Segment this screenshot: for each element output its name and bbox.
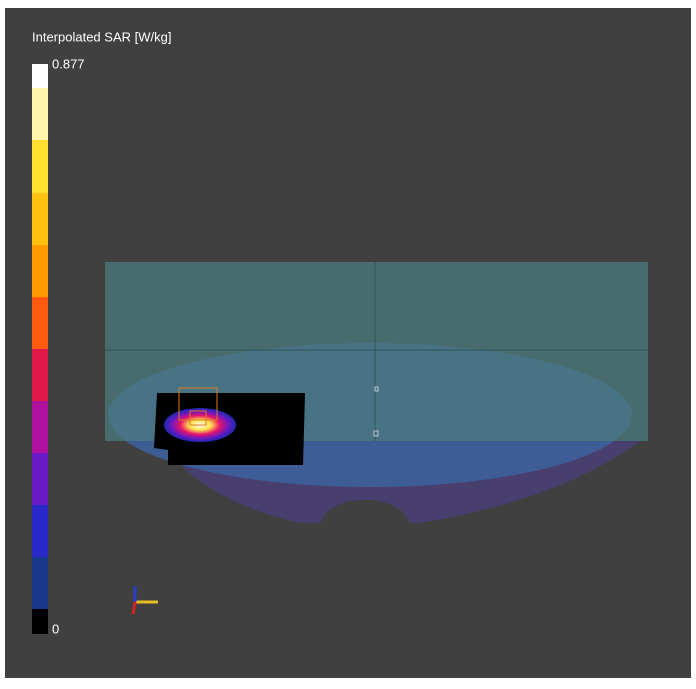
colorbar [32,64,48,634]
marker [374,386,379,392]
marker [373,430,379,437]
colorbar-min: 0 [52,621,59,636]
scan-area [178,387,218,421]
axis-triad [131,586,158,615]
colorbar-title: Interpolated SAR [W/kg] [32,29,171,44]
zoom-area [189,410,207,426]
colorbar-max: 0.877 [52,56,85,71]
